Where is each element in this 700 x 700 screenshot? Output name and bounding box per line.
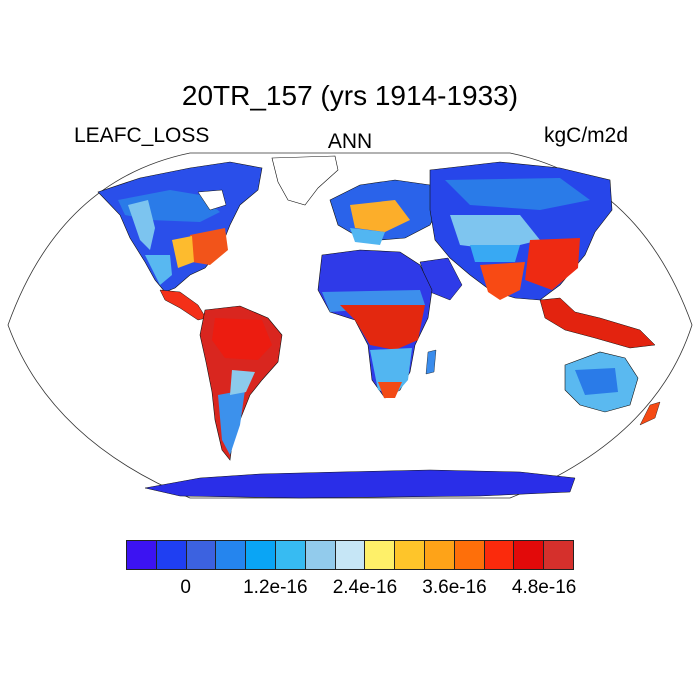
colorbar-tick-label: 4.8e-16 (511, 577, 577, 598)
asia-siberia (445, 178, 590, 210)
europe-south (350, 228, 385, 245)
landmass-se-asia-islands (539, 297, 656, 349)
landmass-new-zealand (639, 401, 661, 426)
colorbar-swatch (127, 541, 157, 569)
sa-south (218, 390, 245, 455)
colorbar-swatch (246, 541, 276, 569)
asia-east (525, 238, 580, 290)
colorbar-swatch (305, 541, 336, 569)
colorbar-tick-label: 1.2e-16 (243, 577, 308, 598)
na-southwest (145, 255, 172, 285)
asia-tibet (470, 245, 520, 262)
colorbar-swatch (484, 541, 515, 569)
na-east-warm (190, 228, 228, 265)
colorbar-swatch (216, 541, 247, 569)
colorbar-swatch (424, 541, 455, 569)
landmass-central-america (159, 289, 207, 321)
variable-label: LEAFC_LOSS (74, 124, 210, 147)
colorbar-swatch (454, 541, 485, 569)
sa-pampas (230, 370, 255, 395)
africa-cape (378, 382, 402, 398)
australia-interior (575, 368, 618, 395)
landmass-madagascar (425, 349, 437, 375)
landmass-greenland (271, 155, 339, 206)
plot-title: 20TR_157 (yrs 1914-1933) (181, 80, 519, 111)
colorbar-tick-label: 0 (180, 577, 192, 598)
europe-central (350, 200, 410, 232)
colorbar-swatch (544, 541, 573, 569)
landmass-antarctica (144, 469, 576, 499)
colorbar-swatch (335, 541, 366, 569)
colorbar-tick-label: 2.4e-16 (332, 577, 398, 598)
colorbar-swatch (395, 541, 425, 569)
colorbar-swatch (156, 541, 187, 569)
sa-amazon (212, 318, 272, 360)
na-east-mid (172, 236, 194, 268)
colorbar-tick-label: 3.6e-16 (422, 577, 487, 598)
colorbar-swatch (275, 541, 306, 569)
hudson-bay (197, 189, 227, 211)
season-label: ANN (327, 130, 373, 153)
na-rockies (128, 200, 155, 250)
asia-central (450, 215, 540, 250)
units-label: kgC/m2d (543, 124, 628, 147)
colorbar-swatch (365, 541, 396, 569)
colorbar-swatch (514, 541, 545, 569)
colorbar-swatch (186, 541, 217, 569)
asia-south (480, 262, 525, 300)
africa-tropics (340, 305, 425, 350)
colorbar (126, 540, 574, 570)
